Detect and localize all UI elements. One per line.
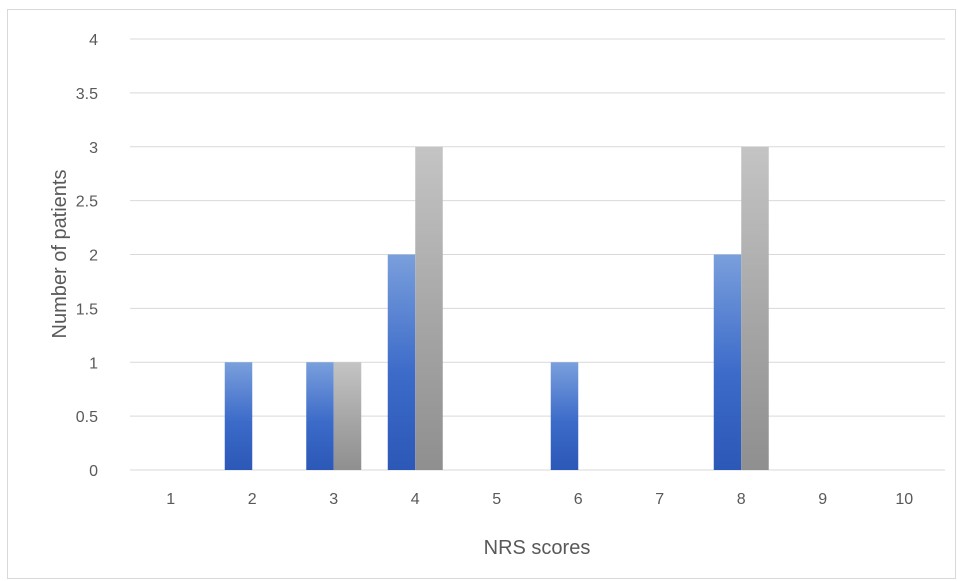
x-tick-label: 5 [492, 491, 501, 508]
y-tick-label: 2 [89, 248, 98, 265]
y-tick-label: 0.5 [76, 409, 98, 426]
bar-series2-3 [333, 362, 362, 470]
y-tick-label: 1 [89, 355, 98, 372]
bar-series1-4 [387, 254, 416, 470]
y-tick-label: 3.5 [76, 86, 98, 103]
x-tick-label: 2 [248, 491, 257, 508]
y-tick-label: 4 [89, 32, 98, 49]
x-tick-label: 4 [411, 491, 420, 508]
bar-series1-8 [713, 254, 742, 470]
bar-series2-8 [741, 146, 769, 470]
x-tick-label: 10 [895, 491, 913, 508]
x-tick-label: 7 [655, 491, 664, 508]
y-tick-label: 1.5 [76, 301, 98, 318]
y-tick-label: 2.5 [76, 194, 98, 211]
y-tick-label: 3 [89, 140, 98, 157]
tick-labels: 0 0.5 1 1.5 2 2.5 3 3.5 4 1 2 3 4 5 6 7 8 9 10 [76, 32, 914, 508]
x-tick-label: 8 [737, 491, 746, 508]
bar-series1-3 [306, 362, 334, 470]
bar-series1-2 [224, 362, 253, 470]
x-tick-label: 9 [818, 491, 827, 508]
bar-series2-4 [415, 146, 443, 470]
gridlines [130, 38, 945, 471]
x-tick-label: 6 [574, 491, 583, 508]
chart-frame [7, 9, 956, 579]
x-tick-label: 3 [329, 491, 338, 508]
x-axis-title: NRS scores [484, 537, 591, 559]
bars [224, 146, 769, 470]
x-tick-label: 1 [166, 491, 175, 508]
y-tick-label: 0 [89, 463, 98, 480]
y-axis-title: Number of patients [49, 170, 71, 339]
bar-series1-6 [550, 362, 579, 470]
